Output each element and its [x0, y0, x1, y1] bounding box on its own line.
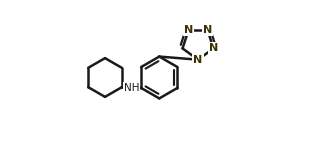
Text: N: N — [203, 25, 212, 35]
Text: N: N — [193, 55, 203, 65]
Text: N: N — [209, 43, 218, 53]
Text: NH: NH — [124, 83, 139, 93]
Text: N: N — [184, 25, 193, 35]
